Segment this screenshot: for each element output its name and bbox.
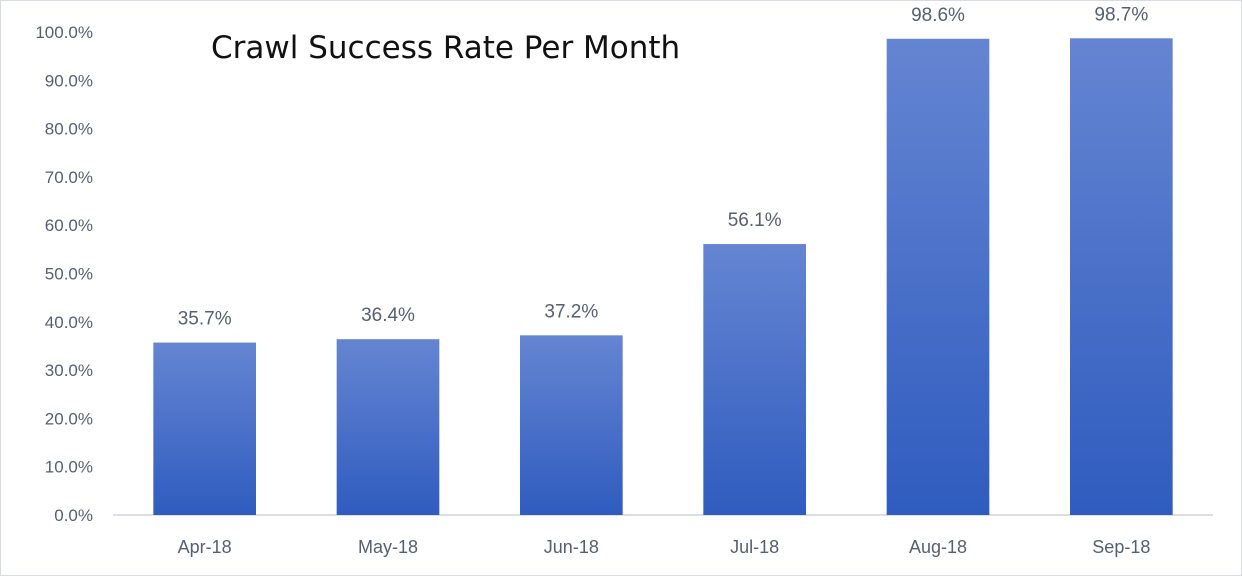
y-axis-ticks: 0.0% 10.0% 20.0% 30.0% 40.0% 50.0% 60.0% 70.0% 8… (35, 23, 93, 525)
x-tick-label: May-18 (358, 537, 418, 557)
y-tick-label: 30.0% (45, 361, 93, 380)
bar-may-18 (336, 339, 440, 515)
x-tick-label: Sep-18 (1092, 537, 1150, 557)
bar-jul-18 (703, 244, 806, 516)
x-tick-label: Aug-18 (909, 537, 967, 557)
y-tick-label: 100.0% (35, 23, 93, 42)
bar-sep-18 (1070, 38, 1173, 516)
data-label: 56.1% (728, 210, 782, 231)
y-tick-label: 40.0% (45, 313, 93, 332)
x-axis-labels: Apr-18 May-18 Jun-18 Jul-18 Aug-18 Sep-18 (178, 537, 1151, 557)
data-label: 98.6% (911, 5, 965, 26)
data-labels: 35.7% 36.4% 37.2% 56.1% 98.6% 98.7% (178, 4, 1149, 329)
data-label: 35.7% (178, 309, 232, 330)
y-tick-label: 90.0% (45, 71, 93, 90)
y-tick-label: 70.0% (45, 168, 93, 187)
y-tick-label: 60.0% (45, 216, 93, 235)
x-tick-label: Jun-18 (544, 537, 599, 557)
y-tick-label: 80.0% (45, 120, 93, 139)
bars (153, 38, 1173, 516)
chart-title: Crawl Success Rate Per Month (211, 30, 680, 66)
y-tick-label: 20.0% (45, 409, 93, 428)
bar-apr-18 (153, 342, 256, 515)
data-label: 98.7% (1094, 4, 1148, 25)
data-label: 37.2% (544, 301, 598, 322)
x-tick-label: Apr-18 (178, 537, 232, 557)
x-tick-label: Jul-18 (730, 537, 779, 557)
y-tick-label: 50.0% (45, 265, 93, 284)
y-tick-label: 0.0% (54, 506, 93, 525)
bar-jun-18 (520, 335, 623, 515)
bar-aug-18 (886, 38, 990, 516)
y-tick-label: 10.0% (45, 458, 93, 477)
data-label: 36.4% (361, 305, 415, 326)
